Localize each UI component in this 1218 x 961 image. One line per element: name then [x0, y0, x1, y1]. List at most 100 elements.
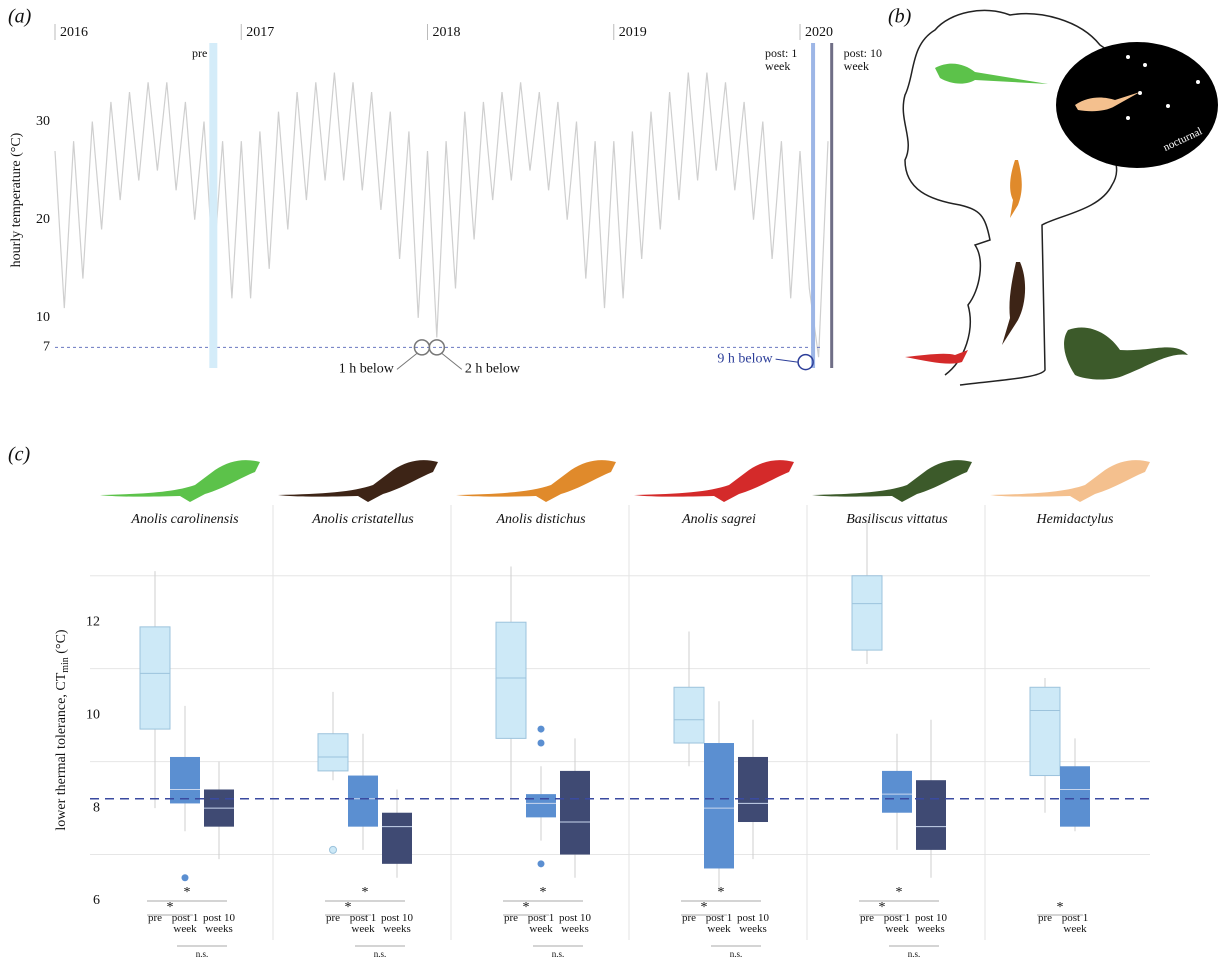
sig-label: * [1057, 900, 1064, 915]
period-band [209, 43, 218, 368]
x-tick-label: post 1 week [171, 912, 199, 935]
event-marker [797, 353, 814, 371]
period-band [830, 43, 834, 368]
box [673, 686, 705, 744]
box [738, 756, 768, 823]
y-tick-label: 6 [93, 893, 100, 908]
x-tick-label: pre [859, 912, 875, 924]
sig-label: n.s. [730, 949, 743, 959]
lizard-icon [100, 460, 260, 502]
period-label: pre [191, 46, 208, 60]
event-marker [428, 339, 446, 356]
x-tick-label: post 10 weeks [202, 912, 236, 935]
lizard-icon [1010, 160, 1022, 218]
box [851, 575, 883, 651]
box [348, 775, 378, 827]
sig-label: * [167, 900, 174, 915]
period-label: post: 1 week [765, 46, 798, 73]
sig-label: n.s. [552, 949, 565, 959]
x-tick-label: pre [681, 912, 697, 924]
outlier [537, 739, 545, 747]
box [560, 770, 590, 855]
x-tick-label: 2017 [246, 25, 274, 40]
sig-label: * [345, 900, 352, 915]
outlier [537, 860, 545, 868]
x-tick-label: post 10 weeks [736, 912, 770, 935]
lizard-icon [634, 460, 794, 502]
y-tick-label: 20 [36, 212, 50, 227]
box [139, 626, 171, 730]
species-name: Anolis carolinensis [130, 512, 239, 527]
panel-label: (b) [888, 6, 912, 28]
x-tick-label: 2016 [60, 25, 88, 40]
x-tick-label: 2018 [433, 25, 461, 40]
leader [441, 352, 463, 370]
x-tick-label: post 10 weeks [380, 912, 414, 935]
stars [1126, 55, 1200, 120]
box [495, 621, 527, 739]
outlier [329, 845, 337, 854]
x-tick-label: post 10 weeks [914, 912, 948, 935]
leader [396, 352, 418, 370]
tree-outline [902, 9, 1128, 386]
sig-label: * [896, 885, 903, 900]
x-tick-label: post 1 week [527, 912, 555, 935]
species-name: Hemidactylus [1036, 512, 1115, 527]
y-axis-label-part: lower thermal tolerance, CT [54, 672, 69, 830]
y-axis-label-sub: min [60, 657, 71, 673]
sig-label: * [184, 885, 191, 900]
box [882, 770, 912, 813]
x-tick-label: pre [325, 912, 341, 924]
sig-label: n.s. [908, 949, 921, 959]
y-tick-label: 10 [86, 707, 100, 722]
x-tick-label: post 10 weeks [558, 912, 592, 935]
sig-label: n.s. [374, 949, 387, 959]
x-tick-label: pre [1037, 912, 1053, 924]
event-label: 1 h below [339, 362, 395, 377]
panel-b: nocturnal (b) [888, 6, 1218, 386]
sig-label: * [540, 885, 547, 900]
y-axis-label-part: (°C) [54, 629, 69, 657]
period-band [811, 43, 816, 368]
box [317, 733, 349, 772]
period-label: post: 10 week [843, 46, 883, 73]
x-tick-label: post 1 week [705, 912, 733, 935]
species-name: Anolis sagrei [681, 512, 756, 527]
lizard-icon [1064, 327, 1188, 380]
panel-label: (a) [8, 6, 32, 28]
panel-label: (c) [8, 444, 31, 466]
x-tick-label: post 1 week [883, 912, 911, 935]
x-tick-label: post 1 week [349, 912, 377, 935]
x-tick-label: 2020 [805, 25, 833, 40]
y-tick-label: 12 [86, 614, 100, 629]
night-disc [1056, 42, 1218, 168]
sig-label: * [362, 885, 369, 900]
lizard-icon [1002, 262, 1026, 345]
box [170, 756, 200, 804]
lizard-icon [905, 350, 968, 364]
box [916, 780, 946, 850]
sig-label: * [718, 885, 725, 900]
box [704, 743, 734, 869]
lizard-icon [1075, 92, 1140, 112]
x-tick-label: pre [503, 912, 519, 924]
lizard-icon [456, 460, 616, 502]
y-axis-label: lower thermal tolerance, CTmin (°C) [54, 629, 71, 830]
event-label: 9 h below [717, 351, 773, 366]
temperature-line [54, 72, 829, 358]
species-name: Anolis distichus [495, 512, 586, 527]
x-tick-label: 2019 [619, 25, 647, 40]
sig-label: * [701, 900, 708, 915]
box [526, 794, 556, 818]
species-name: Anolis cristatellus [311, 512, 414, 527]
box [1060, 766, 1090, 827]
sig-label: n.s. [196, 949, 209, 959]
y-tick-label: 7 [43, 340, 50, 355]
box [382, 812, 412, 864]
outlier [537, 725, 545, 733]
x-tick-label: post 1 week [1061, 912, 1089, 935]
lizard-icon [990, 460, 1150, 502]
y-tick-label: 8 [93, 800, 100, 815]
